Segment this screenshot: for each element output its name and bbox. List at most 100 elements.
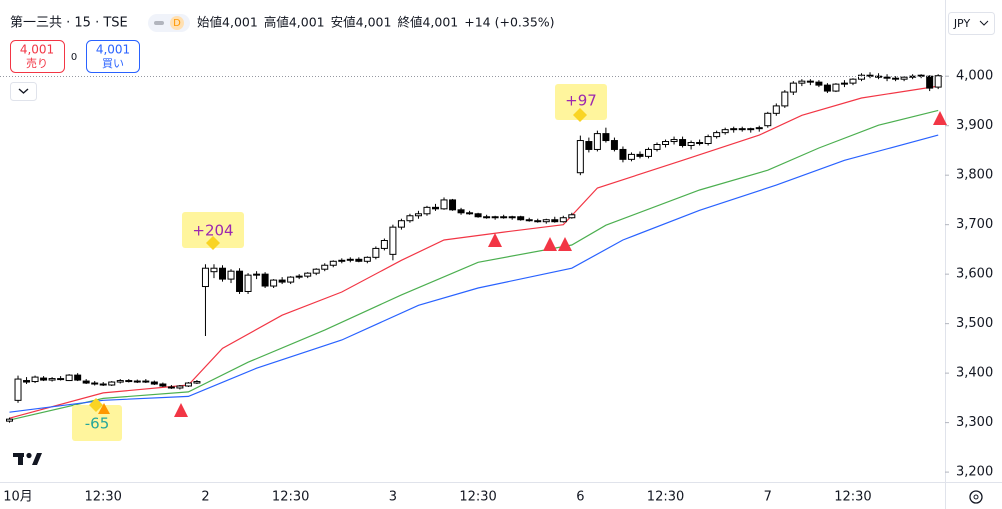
candle-body — [713, 132, 721, 138]
candle-body — [576, 140, 584, 174]
candle-body — [278, 279, 286, 283]
signal — [933, 111, 947, 125]
buy-price[interactable]: 4,001 — [96, 43, 130, 57]
buy-label[interactable]: 買い — [102, 57, 124, 70]
candle-body — [133, 380, 141, 383]
signal — [174, 403, 188, 417]
candle-body — [397, 220, 405, 228]
x-tick-label: 12:30 — [647, 490, 684, 505]
y-tick-label: 3,200 — [956, 465, 993, 480]
chevron[interactable] — [979, 20, 989, 26]
candle-body — [585, 141, 593, 150]
change: +14 (+0.35%) — [464, 15, 554, 30]
currency-button[interactable]: JPY — [948, 12, 995, 35]
candle-body — [602, 133, 610, 142]
annotation-text: +204 — [192, 222, 233, 240]
currency-box[interactable] — [948, 12, 995, 35]
candle-body — [551, 219, 559, 223]
annotation: +204 — [182, 212, 244, 250]
moving-average — [9, 134, 939, 413]
buy-button[interactable]: 4,001 買い — [86, 40, 140, 73]
x-tick-label: 6 — [576, 490, 584, 505]
x-tick-label: 12:30 — [834, 490, 871, 505]
candle-body — [312, 268, 320, 274]
candle-body — [40, 377, 48, 381]
candle-body — [704, 136, 712, 145]
x-tick-label: 12:30 — [459, 490, 496, 505]
sell-label[interactable]: 売り — [26, 57, 48, 70]
candle-body — [926, 75, 934, 89]
candle-body — [82, 380, 90, 384]
candle-body — [815, 81, 823, 86]
candle-body — [363, 256, 371, 262]
collapse-box[interactable] — [10, 82, 37, 101]
gear-hub[interactable] — [973, 494, 979, 500]
candle-body — [892, 77, 900, 80]
candle-body — [440, 199, 448, 210]
y-tick-label: 3,800 — [956, 168, 993, 183]
candle-body — [474, 213, 482, 218]
candle-body — [772, 105, 780, 114]
candle-body — [798, 80, 806, 84]
candle-body — [372, 247, 380, 258]
candle-body — [542, 219, 550, 223]
candle-body — [934, 75, 942, 88]
candle-body — [883, 76, 891, 79]
buy-box[interactable] — [86, 40, 140, 73]
ohlc-value: 4,001 — [422, 15, 458, 30]
candle-body — [65, 374, 73, 382]
signal — [488, 233, 502, 247]
candle-body — [57, 378, 65, 381]
y-tick-label: 3,900 — [956, 118, 993, 133]
candle-body — [108, 381, 116, 386]
candle-body — [432, 206, 439, 210]
y-tick-label: 3,300 — [956, 415, 993, 430]
sell-button[interactable]: 4,001 売り — [10, 40, 65, 73]
y-tick-label: 3,500 — [956, 316, 993, 331]
candle-body — [270, 279, 278, 287]
candle-body — [91, 382, 99, 385]
sell-price[interactable]: 4,001 — [20, 43, 54, 57]
y-tick-label: 4,000 — [956, 69, 993, 84]
candle-body — [210, 267, 218, 273]
y-tick-label: 3,400 — [956, 366, 993, 381]
x-tick-label: 10月 — [3, 490, 33, 505]
logo — [13, 452, 42, 465]
annotation-text: +97 — [565, 92, 597, 110]
sell-box[interactable] — [10, 40, 65, 73]
candle-body — [329, 260, 337, 266]
settings-button[interactable] — [969, 490, 983, 504]
candle-body — [534, 220, 542, 223]
collapse-button[interactable] — [10, 82, 37, 101]
annotation-box — [555, 84, 607, 120]
candle-body — [150, 381, 158, 385]
candle-body — [48, 378, 56, 381]
candle-body — [500, 216, 508, 219]
chevron[interactable] — [18, 88, 29, 94]
candle-body — [466, 212, 474, 215]
candle-body — [781, 91, 789, 107]
candle-body — [380, 240, 388, 249]
candle-body — [645, 148, 652, 157]
annotation-pin — [89, 398, 103, 412]
status-dash — [154, 21, 164, 25]
badge-text: D — [173, 18, 181, 29]
candle-body — [764, 112, 772, 127]
candle-body — [457, 209, 465, 214]
candle-body — [14, 378, 22, 401]
quantity: 0 — [71, 52, 77, 63]
logo-part — [18, 453, 23, 465]
annotation: +97 — [555, 84, 607, 122]
candle-body — [721, 129, 729, 134]
candle-body — [142, 380, 150, 383]
annotation-pin — [573, 108, 587, 122]
candle-body — [559, 217, 567, 223]
ohlc-value: 4,001 — [356, 15, 392, 30]
candle-body — [789, 82, 797, 93]
gear[interactable] — [969, 490, 983, 504]
currency[interactable]: JPY — [953, 17, 971, 30]
symbol: 第一三共 · 15 · TSE — [10, 16, 128, 31]
candle-body — [406, 215, 414, 222]
